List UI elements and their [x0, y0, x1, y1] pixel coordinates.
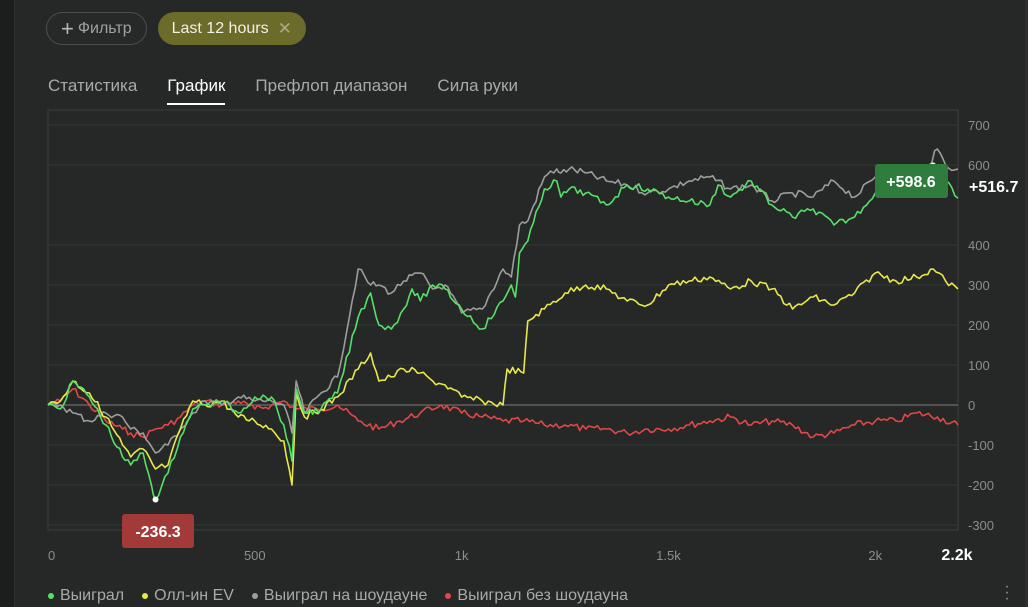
legend-item-won[interactable]: Выиграл [48, 587, 124, 605]
tab-hand-strength[interactable]: Сила руки [437, 76, 518, 95]
min-label-box [122, 514, 194, 548]
y-tick-label: 200 [968, 318, 990, 333]
x-tick-label: 1.5k [656, 548, 681, 563]
filter-bar: + Фильтр Last 12 hours ✕ [46, 12, 306, 45]
min-marker [152, 496, 159, 503]
tab-bar: Статистика График Префлоп диапазон Сила … [48, 76, 518, 105]
peak-label: +598.6 [886, 174, 935, 191]
y-tick-label: -300 [968, 518, 994, 533]
legend-label: Олл-ин EV [154, 587, 234, 604]
y-tick-label: -100 [968, 438, 994, 453]
legend-item-non-showdown[interactable]: Выиграл без шоудауна [445, 587, 628, 605]
x-tick-label: 0 [48, 548, 55, 563]
tab-statistics[interactable]: Статистика [48, 76, 138, 95]
legend-dot [251, 593, 258, 599]
min-label: -236.3 [135, 524, 180, 541]
series-line-0 [47, 165, 959, 501]
legend-label: Выиграл на шоудауне [263, 587, 428, 604]
chart-ticks: 700 600 400 300 200 100 0 -100 -200 -300 0 500 1k 1.5… [48, 118, 994, 564]
x-tick-label: 500 [244, 548, 266, 563]
legend-dot [142, 593, 149, 599]
plus-icon: + [61, 15, 74, 41]
x-tick-label: 1k [455, 548, 469, 563]
right-scrollbar[interactable] [1025, 0, 1028, 607]
legend-dot [445, 593, 452, 599]
close-icon[interactable]: ✕ [277, 18, 292, 38]
more-vertical-icon[interactable]: · · · [1004, 578, 1010, 607]
peak-label-box [875, 164, 948, 198]
y-tick-label: 0 [968, 398, 975, 413]
y-tick-label: 600 [968, 158, 990, 173]
left-panel-strip [0, 0, 15, 607]
x-tick-label: 2k [868, 548, 882, 563]
time-filter-label: Last 12 hours [171, 19, 269, 37]
legend-item-showdown[interactable]: Выиграл на шоудауне [251, 587, 428, 605]
y-tick-label: -200 [968, 478, 994, 493]
legend-label: Выиграл без шоудауна [457, 587, 629, 604]
chart-legend: Выиграл Олл-ин EV Выиграл на шоудауне Вы… [48, 587, 628, 605]
series-line-2 [47, 148, 959, 454]
legend-dot [48, 593, 54, 599]
time-filter-chip[interactable]: Last 12 hours ✕ [157, 12, 306, 45]
chart-series [47, 148, 959, 501]
legend-label: Выиграл [60, 587, 125, 604]
y-tick-label: 700 [968, 118, 990, 133]
add-filter-button[interactable]: + Фильтр [46, 12, 147, 45]
y-tick-label: 100 [968, 358, 990, 373]
current-value-label: +516.7 [969, 179, 1018, 196]
y-tick-label: 400 [968, 238, 990, 253]
y-tick-label: 300 [968, 278, 990, 293]
chart-annotations: +598.6 +516.7 -236.3 [122, 162, 1018, 548]
x-end-label: 2.2k [941, 547, 972, 564]
plot-frame [47, 109, 959, 531]
tab-graph[interactable]: График [167, 76, 226, 105]
tab-preflop-range[interactable]: Префлоп диапазон [255, 76, 408, 95]
add-filter-label: Фильтр [77, 19, 132, 37]
chart-grid [47, 109, 959, 531]
legend-item-allin-ev[interactable]: Олл-ин EV [142, 587, 234, 605]
